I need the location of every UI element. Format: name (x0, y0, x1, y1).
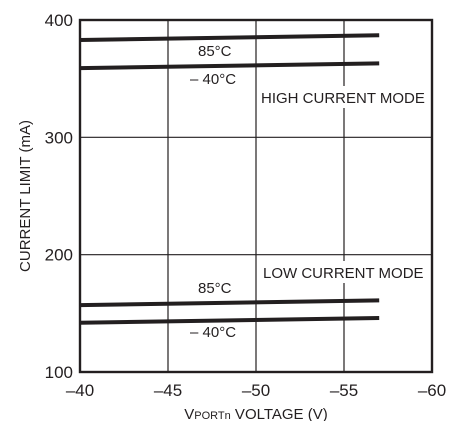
y-tick-label: 400 (45, 11, 73, 30)
tick-labels: –40 –45 –50 –55 –60 100 200 300 400 (45, 11, 447, 400)
x-axis-title-subscript: PORTn (194, 410, 230, 421)
y-axis-title: CURRENT LIMIT (mA) (17, 120, 34, 272)
y-tick-label: 200 (45, 246, 73, 265)
annotation-low-85c: 85°C (198, 280, 232, 297)
high-mode-label-bg (257, 86, 430, 108)
y-tick-label: 300 (45, 128, 73, 147)
x-axis-title-rest: VOLTAGE (V) (231, 406, 328, 421)
plot-frame (78, 18, 434, 374)
annotation-high-current-mode: HIGH CURRENT MODE (261, 90, 425, 107)
series-line (79, 33, 380, 42)
x-tick-label: –60 (418, 381, 446, 400)
grid (80, 20, 432, 372)
x-tick-label: –55 (330, 381, 358, 400)
y-tick-label: 100 (45, 363, 73, 382)
series-line (79, 298, 380, 308)
annotation-low-minus40c: – 40°C (190, 324, 236, 341)
x-tick-label: –40 (66, 381, 94, 400)
series-lines (79, 33, 380, 325)
series-line (79, 61, 380, 71)
x-tick-label: –50 (242, 381, 270, 400)
series-line (79, 316, 380, 325)
x-axis-title-main: V (184, 406, 194, 421)
x-tick-label: –45 (154, 381, 182, 400)
annotation-high-minus40c: – 40°C (190, 71, 236, 88)
annotation-low-current-mode: LOW CURRENT MODE (263, 265, 424, 282)
annotation-high-85c: 85°C (198, 43, 232, 60)
x-axis-title: VPORTn VOLTAGE (V) (184, 406, 327, 421)
low-mode-label-bg (259, 261, 429, 283)
